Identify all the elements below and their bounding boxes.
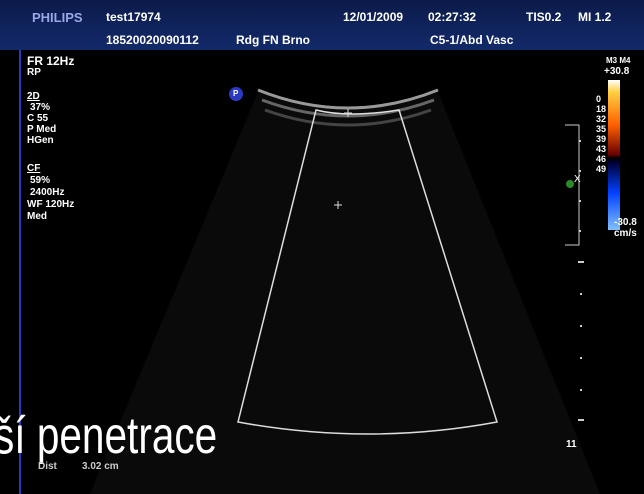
measure-value: 3.02 cm (82, 462, 119, 472)
scale-min: -30.8 (614, 218, 637, 228)
mode-rp: RP (27, 68, 41, 78)
focus-mark: X (574, 175, 581, 185)
time: 02:27:32 (428, 11, 476, 23)
caption: ší penetrace (0, 408, 217, 464)
scale-level: 49 (596, 164, 606, 174)
mi: MI 1.2 (578, 11, 611, 23)
scale-level: 35 (596, 124, 606, 134)
wall-filter: WF 120Hz (27, 200, 74, 210)
cf-setting: Med (27, 212, 47, 222)
patient: test17974 (106, 11, 161, 23)
tis: TIS0.2 (526, 11, 561, 23)
gain-cf: 59% (30, 176, 50, 186)
scale-max: +30.8 (604, 67, 629, 77)
gain-2d: 37% (30, 103, 50, 113)
scale-level: 18 (596, 104, 606, 114)
persistence: P Med (27, 125, 56, 135)
scale-level: 39 (596, 134, 606, 144)
section-2d: 2D (27, 92, 40, 102)
measure-label: Dist (38, 462, 57, 472)
probe: C5-1/Abd Vasc (430, 34, 513, 46)
section-cf: CF (27, 164, 40, 174)
date: 12/01/2009 (343, 11, 403, 23)
scale-level: 32 (596, 114, 606, 124)
scale-unit: cm/s (614, 229, 637, 239)
frequency: 2400Hz (30, 188, 64, 198)
harmonics: HGen (27, 136, 54, 146)
color-bar (608, 80, 620, 230)
focus-dot (566, 180, 574, 188)
compression: C 55 (27, 114, 48, 124)
scale-level: 0 (596, 94, 601, 104)
scale-level: 43 (596, 144, 606, 154)
depth-marker: 11 (566, 440, 577, 450)
frame-rate: FR 12Hz (27, 55, 74, 67)
scale-level: 46 (596, 154, 606, 164)
ultrasound-screen: PHILIPS test17974 12/01/2009 02:27:32 TI… (0, 0, 644, 494)
color-maps: M3 M4 (606, 56, 630, 66)
exam-id: 18520020090112 (106, 34, 199, 46)
institution: Rdg FN Brno (236, 34, 310, 46)
brand: PHILIPS (32, 12, 83, 24)
depth-ticks (578, 262, 584, 420)
badge: P (233, 89, 238, 99)
